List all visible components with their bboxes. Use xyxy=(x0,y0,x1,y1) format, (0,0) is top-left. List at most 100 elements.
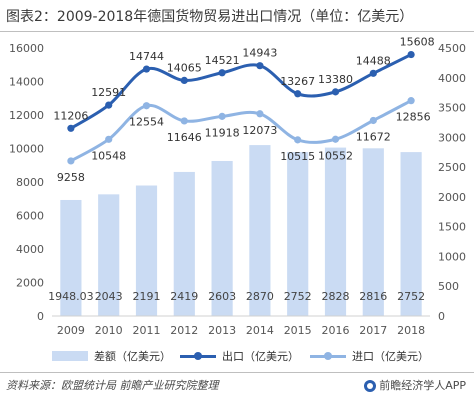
bars-layer xyxy=(60,145,422,316)
y-right-tick-label: 0 xyxy=(438,310,445,323)
x-tick-label: 2017 xyxy=(359,324,387,337)
label-import: 11672 xyxy=(356,130,391,143)
label-import: 12554 xyxy=(129,116,164,129)
bar-balance xyxy=(173,171,195,316)
point-export xyxy=(369,69,377,77)
label-export: 15608 xyxy=(400,36,435,49)
point-import xyxy=(67,157,75,165)
label-export: 11206 xyxy=(53,109,88,122)
point-export xyxy=(331,88,340,96)
point-import xyxy=(256,110,264,118)
x-tick-label: 2013 xyxy=(208,324,236,337)
brand-name: 前瞻经济学人APP xyxy=(379,379,466,392)
x-tick-label: 2014 xyxy=(246,324,274,337)
axes-layer: 0 2000 4000 6000 8000 10000 12000 14000 16000 0 50… xyxy=(9,42,466,337)
bar-balance xyxy=(287,152,309,316)
x-tick-label: 2015 xyxy=(284,324,312,337)
bar-balance xyxy=(211,160,233,316)
y-left-tick-label: 8000 xyxy=(16,176,44,189)
bar-balance xyxy=(98,194,120,316)
bar-balance xyxy=(324,147,347,316)
point-import xyxy=(407,97,415,105)
bar-balance-label: 2419 xyxy=(170,290,198,303)
y-left-tick-label: 16000 xyxy=(9,42,44,55)
x-tick-label: 2009 xyxy=(57,324,85,337)
y-left-tick-label: 14000 xyxy=(9,76,44,89)
x-tick-label: 2012 xyxy=(170,324,198,337)
brand-logo-icon xyxy=(364,380,377,392)
bar-balance-label: 2043 xyxy=(95,290,123,303)
point-import xyxy=(180,117,188,125)
point-export xyxy=(180,76,188,85)
bar-balance xyxy=(60,199,82,316)
legend-label-import: 进口（亿美元） xyxy=(352,350,429,363)
legend: 差额（亿美元） 出口（亿美元） 进口（亿美元） xyxy=(0,345,474,367)
label-export: 14521 xyxy=(205,54,240,67)
label-import: 11646 xyxy=(167,131,202,144)
bar-balance-label: 1948.03 xyxy=(48,290,94,303)
x-tick-label: 2010 xyxy=(95,324,123,337)
label-import: 12856 xyxy=(396,111,431,124)
point-import xyxy=(105,135,113,143)
point-import xyxy=(331,135,340,143)
brand: 前瞻经济学人APP xyxy=(364,376,466,396)
legend-swatch-export xyxy=(180,350,216,362)
bar-balance xyxy=(362,148,384,316)
bar-balance xyxy=(249,145,271,316)
y-left-tick-label: 0 xyxy=(37,310,44,323)
x-tick-label: 2011 xyxy=(133,324,161,337)
bar-balance-label: 2752 xyxy=(284,290,312,303)
title-divider xyxy=(0,31,474,32)
y-right-tick-label: 500 xyxy=(438,280,459,293)
y-right-tick-label: 3000 xyxy=(438,131,466,144)
y-left-tick-label: 12000 xyxy=(9,109,44,122)
bar-balance-label: 2816 xyxy=(359,290,387,303)
label-export: 14943 xyxy=(242,47,277,60)
y-left-tick-label: 4000 xyxy=(16,243,44,256)
legend-item-import: 进口（亿美元） xyxy=(310,345,429,367)
y-right-tick-label: 1000 xyxy=(438,250,466,263)
source-note: 资料来源：欧盟统计局 前瞻产业研究院整理 xyxy=(6,379,219,392)
label-export: 12591 xyxy=(91,86,126,99)
y-left-tick-label: 10000 xyxy=(9,143,44,156)
y-right-tick-label: 2000 xyxy=(438,191,466,204)
bar-balance-label: 2870 xyxy=(246,290,274,303)
legend-item-export: 出口（亿美元） xyxy=(180,345,299,367)
y-right-tick-label: 4500 xyxy=(438,42,466,55)
y-left-tick-label: 6000 xyxy=(16,210,44,223)
y-right-tick-label: 3500 xyxy=(438,102,466,115)
point-export xyxy=(407,50,415,59)
x-tick-label: 2018 xyxy=(397,324,425,337)
y-left-tick-label: 2000 xyxy=(16,277,44,290)
label-import: 12073 xyxy=(242,124,277,137)
bar-balance xyxy=(400,152,422,316)
label-export: 14065 xyxy=(167,61,202,74)
label-export: 13380 xyxy=(318,73,353,86)
line-export xyxy=(70,53,412,130)
y-right-tick-label: 4000 xyxy=(438,72,466,85)
bar-balance-label: 2191 xyxy=(133,290,161,303)
point-export xyxy=(105,101,113,109)
bar-balance-label: 2752 xyxy=(397,290,425,303)
point-import xyxy=(369,116,377,125)
y-right-tick-label: 1500 xyxy=(438,221,466,234)
label-export: 14488 xyxy=(356,54,391,67)
label-import: 10548 xyxy=(91,149,126,162)
y-right-tick-label: 2500 xyxy=(438,161,466,174)
point-import xyxy=(142,102,151,110)
point-import xyxy=(294,136,302,144)
label-import: 11918 xyxy=(205,126,240,139)
label-export: 14744 xyxy=(129,50,164,63)
label-export: 13267 xyxy=(280,75,315,88)
point-export xyxy=(218,69,226,77)
legend-swatch-balance xyxy=(52,351,88,361)
point-export xyxy=(67,124,75,132)
label-import: 10515 xyxy=(280,150,315,163)
legend-item-balance: 差额（亿美元） xyxy=(52,345,171,367)
line-import xyxy=(70,99,412,163)
legend-label-export: 出口（亿美元） xyxy=(222,350,299,363)
chart-title: 图表2：2009-2018年德国货物贸易进出口情况（单位：亿美元） xyxy=(6,9,414,25)
point-export xyxy=(142,65,151,73)
